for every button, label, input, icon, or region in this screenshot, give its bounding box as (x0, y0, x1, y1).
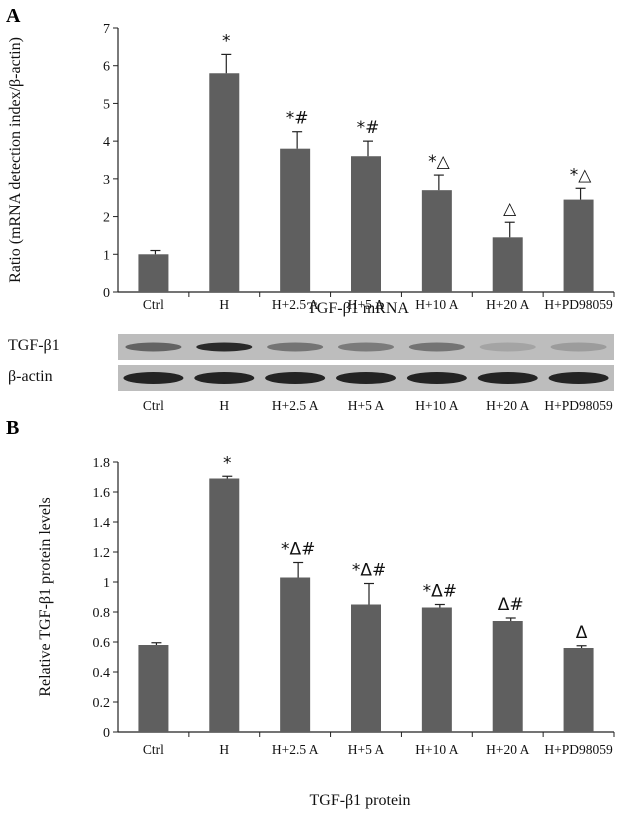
chart-b-significance-label: *Δ# (281, 540, 315, 560)
blot-bands (123, 342, 609, 384)
blot-band-tgf (550, 342, 607, 352)
panel-b-letter: B (6, 417, 19, 439)
chart-b-category-label: H+10 A (415, 742, 458, 757)
chart-a-category-label: H+20 A (486, 297, 529, 312)
chart-b-bar (351, 604, 381, 732)
blot-band-actin (477, 372, 538, 384)
chart-b-bar (492, 621, 523, 732)
blot-lane-label: H+PD98059 (544, 398, 613, 413)
chart-a-bar (138, 254, 169, 292)
blot-lane-label: H+20 A (486, 398, 529, 413)
chart-b-significance-label: * (223, 453, 232, 473)
chart-b-protein: 0 0.2 0.4 0.6 0.8 1 1.2 1.4 1.6 1.8 Relative TGF-β… (37, 453, 615, 757)
chart-b-y-tick-label: 1.6 (93, 486, 111, 501)
chart-a-mrna: 0 1 2 3 4 5 6 7 Ratio (mRNA detection index/β-ac… (7, 22, 615, 312)
blot-band-tgf (408, 342, 465, 352)
chart-b-y-tick-label: 1.4 (93, 516, 111, 531)
chart-a-y-tick-label: 1 (103, 248, 110, 263)
chart-a-bar (351, 156, 381, 292)
blot-band-tgf (338, 342, 394, 352)
chart-b-y-tick-label: 1.2 (93, 546, 111, 561)
chart-b-y-tick-label: 0 (103, 726, 110, 741)
chart-a-category-label: H+10 A (415, 297, 458, 312)
chart-a-bar (563, 199, 594, 292)
chart-b-category-label: H+5 A (348, 742, 385, 757)
blot-lane-labels: Ctrl H H+2.5 A H+5 A H+10 A H+20 A H+PD98059 (143, 398, 613, 413)
blot-band-actin (123, 372, 184, 384)
blot-lane-label: H (219, 398, 229, 413)
chart-b-bar (138, 645, 169, 732)
chart-b-caption: TGF-β1 protein (309, 792, 410, 809)
western-blot: TGF-β1 β-actin Ctrl H H+2.5 A H+5 A H+10 A H+… (8, 334, 614, 413)
chart-b-significance-label: Δ (576, 623, 588, 643)
blot-row-tgf-label: TGF-β1 (8, 337, 60, 354)
chart-b-y-tick-label: 0.2 (93, 696, 111, 711)
chart-a-y-tick-label: 5 (103, 97, 110, 112)
chart-a-category-label: H+PD98059 (544, 297, 613, 312)
chart-a-y-tick-label: 0 (103, 286, 110, 301)
chart-a-category-label: H (219, 297, 229, 312)
chart-a-significance-label: △ (503, 199, 517, 219)
chart-a-y-tick-label: 7 (103, 22, 110, 37)
chart-b-y-tick-label: 1 (103, 576, 110, 591)
blot-band-tgf (125, 342, 182, 352)
blot-lane-label: Ctrl (143, 398, 164, 413)
chart-b-significance-label: Δ# (498, 595, 524, 615)
blot-lane-label: H+10 A (415, 398, 458, 413)
blot-band-tgf (479, 342, 536, 352)
blot-lane-label: H+2.5 A (272, 398, 319, 413)
chart-b-y-axis-title: Relative TGF-β1 protein levels (37, 497, 54, 696)
chart-b-category-label: H+PD98059 (544, 742, 613, 757)
chart-b-y-tick-label: 1.8 (93, 456, 111, 471)
chart-a-significance-label: *△ (570, 165, 593, 185)
chart-b-y-tick-label: 0.4 (93, 666, 111, 681)
blot-band-actin (406, 372, 467, 384)
chart-a-y-tick-label: 4 (103, 135, 110, 150)
chart-a-y-tick-label: 3 (103, 173, 110, 188)
chart-a-bar (421, 190, 452, 292)
chart-a-significance-label: *# (286, 109, 309, 129)
blot-band-tgf (196, 342, 253, 352)
blot-row-actin-label: β-actin (8, 368, 53, 385)
blot-band-actin (548, 372, 609, 384)
chart-b-bar (280, 577, 311, 732)
chart-a-y-tick-label: 6 (103, 60, 110, 75)
chart-b-significance-label: *Δ# (423, 582, 457, 602)
blot-lane-label: H+5 A (348, 398, 385, 413)
chart-a-y-axis-title: Ratio (mRNA detection index/β-actin) (7, 37, 24, 283)
chart-b-y-tick-label: 0.8 (93, 606, 111, 621)
chart-b-bar (563, 648, 594, 732)
chart-b-category-label: H+2.5 A (272, 742, 319, 757)
chart-a-bar (492, 237, 523, 292)
panel-a-letter: A (6, 5, 21, 27)
chart-a-category-label: Ctrl (143, 297, 164, 312)
chart-a-caption: TGF-β1 mRNA (307, 300, 409, 317)
blot-band-actin (265, 372, 326, 384)
chart-a-category-label: H+2.5 A (272, 297, 319, 312)
chart-a-y-tick-label: 2 (103, 211, 110, 226)
chart-b-category-label: Ctrl (143, 742, 164, 757)
blot-band-actin (336, 372, 396, 384)
chart-a-bar (280, 148, 311, 292)
chart-b-significance-label: *Δ# (352, 561, 386, 581)
blot-band-tgf (267, 342, 324, 352)
chart-b-bar (209, 478, 240, 732)
chart-a-category-label: H+5 A (348, 297, 385, 312)
chart-a-significance-label: *# (357, 118, 380, 138)
chart-a-significance-label: * (222, 31, 231, 51)
chart-b-y-tick-label: 0.6 (93, 636, 111, 651)
chart-a-bar (209, 73, 240, 292)
blot-band-actin (194, 372, 255, 384)
chart-a-significance-label: *△ (428, 152, 451, 172)
chart-b-bar (421, 607, 452, 732)
chart-b-category-label: H (219, 742, 229, 757)
chart-b-category-label: H+20 A (486, 742, 529, 757)
